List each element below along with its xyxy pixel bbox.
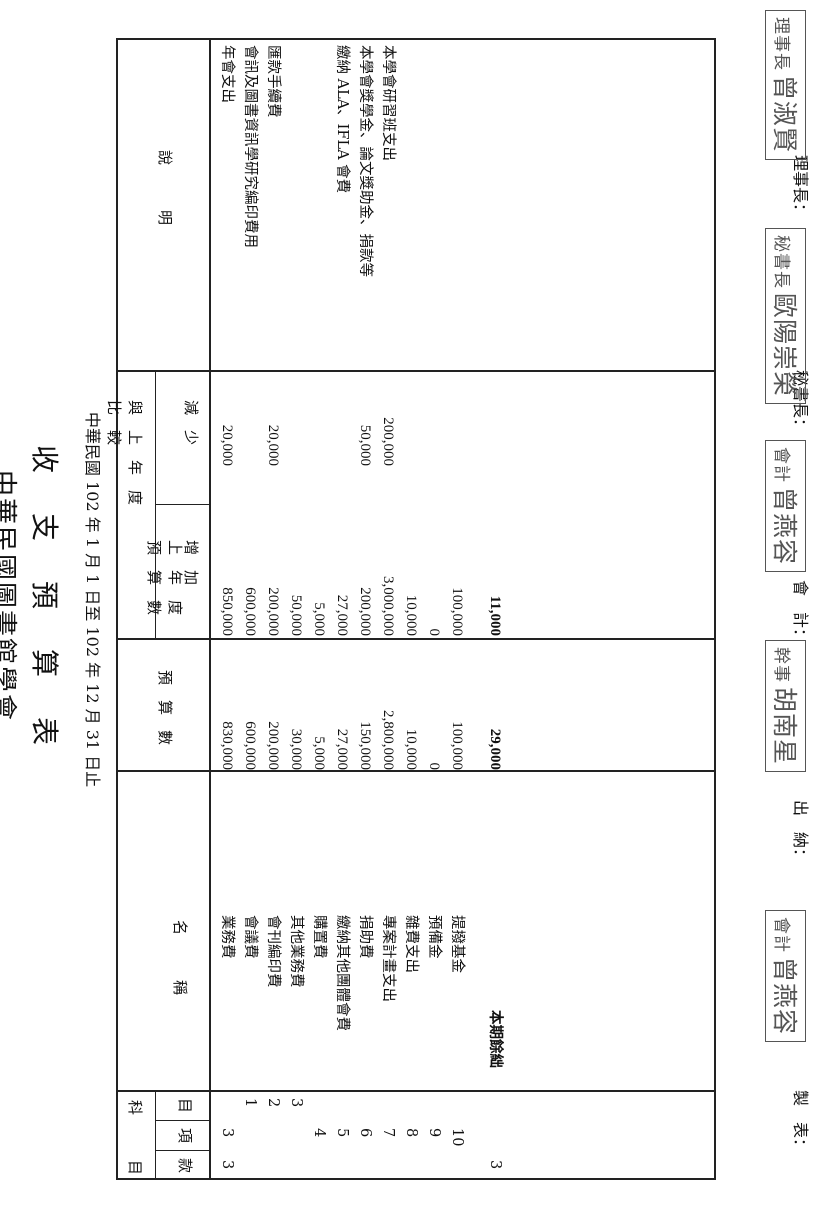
org-name: 中華民國圖書館學會 [0,470,18,723]
header-prev-budget: 上 年 度 預 算 數 [145,540,184,616]
header-budget: 預 算 數 [156,670,174,746]
row-note: 本學會獎學金、論文獎助金、捐款等 [357,45,373,277]
row-dec: 50,000 [357,424,373,466]
accountant-label: 會 計： [791,580,810,645]
row-name: 會議費 [242,915,258,959]
row-name: 其他業務費 [288,915,304,988]
row-prev: 0 [426,628,442,637]
row-note: 匯款手續費 [265,45,281,118]
row-name: 繳納其他團體會費 [334,915,350,1031]
row-prev: 200,000 [265,587,281,636]
header-xiang: 項 [176,1128,194,1144]
row-prev: 3,000,000 [380,576,396,636]
header-increase: 增 加 [182,540,200,586]
row-xiang: 7 [380,1128,396,1138]
row-name: 購置費 [311,915,327,959]
row-prev: 200,000 [357,587,373,636]
row-mu: 3 [288,1098,304,1108]
surplus-name: 本期餘絀 [487,1010,504,1068]
row-name: 雜費支出 [403,915,419,973]
row-xiang: 9 [426,1128,442,1138]
chair-label: 理事長： [791,155,810,220]
row-xiang: 8 [403,1128,419,1138]
row-prev: 600,000 [242,587,258,636]
row-xiang: 6 [357,1128,373,1138]
row-budget: 830,000 [219,721,235,770]
preparer-label: 製 表： [791,1090,810,1155]
row-note: 本學會研習班支出 [380,45,396,161]
header-subject: 科 目 [126,1100,144,1176]
row-budget: 0 [426,762,442,771]
row-budget: 2,800,000 [380,710,396,770]
preparer-stamp: 會計曾燕容 [765,910,806,1043]
header-note: 說 明 [156,150,174,226]
row-dec: 200,000 [380,417,396,466]
row-budget: 100,000 [449,721,465,770]
row-prev: 850,000 [219,587,235,636]
row-name: 會刊編印費 [265,915,281,988]
row-budget: 27,000 [334,728,350,770]
surplus-kuan: 3 [487,1160,503,1170]
row-xiang: 5 [334,1128,350,1138]
header-mu: 目 [176,1098,194,1114]
row-budget: 30,000 [288,728,304,770]
header-compare: 與 上 年 度 比 較 [105,400,144,506]
row-budget: 150,000 [357,721,373,770]
row-mu: 1 [242,1098,258,1108]
row-name: 捐助費 [357,915,373,959]
row-budget: 200,000 [265,721,281,770]
surplus-budget: 29,000 [487,728,503,770]
row-xiang: 4 [311,1128,327,1138]
row-budget: 600,000 [242,721,258,770]
row-xiang: 10 [449,1128,465,1147]
row-mu: 2 [265,1098,281,1108]
row-name: 業務費 [219,915,235,959]
accountant-stamp: 會計曾燕容 [765,440,806,573]
chair-stamp: 理事長曾淑賢 [765,10,806,161]
secretary-stamp: 秘書長歐陽崇榮 [765,228,806,405]
cashier-label: 出 納： [791,800,810,865]
surplus-prev: 11,000 [487,595,503,636]
row-name: 提撥基金 [449,915,465,973]
header-kuan: 款 [176,1158,194,1174]
row-note: 繳納 ALA、IFLA 會費 [334,45,350,194]
row-dec: 20,000 [219,424,235,466]
kuan-value: 3 [219,1160,235,1170]
report-period: 中華民國 102 年 1 月 1 日至 102 年 12 月 31 日止 [83,412,102,788]
row-prev: 100,000 [449,587,465,636]
row-prev: 5,000 [311,602,327,636]
row-prev: 10,000 [403,594,419,636]
row-name: 預備金 [426,915,442,959]
row-name: 專案計畫支出 [380,915,396,1002]
row-budget: 5,000 [311,736,327,770]
header-name: 名 稱 [171,920,189,996]
row-note: 會訊及圖書資訊學研究編印費用 [242,45,258,248]
row-xiang: 3 [219,1128,235,1138]
report-title: 收 支 預 算 表 [28,445,61,752]
row-prev: 27,000 [334,594,350,636]
row-note: 年會支出 [219,45,235,103]
row-budget: 10,000 [403,728,419,770]
row-prev: 50,000 [288,594,304,636]
header-decrease: 減 少 [182,400,200,446]
cashier-stamp: 幹事胡南星 [765,640,806,773]
row-dec: 20,000 [265,424,281,466]
